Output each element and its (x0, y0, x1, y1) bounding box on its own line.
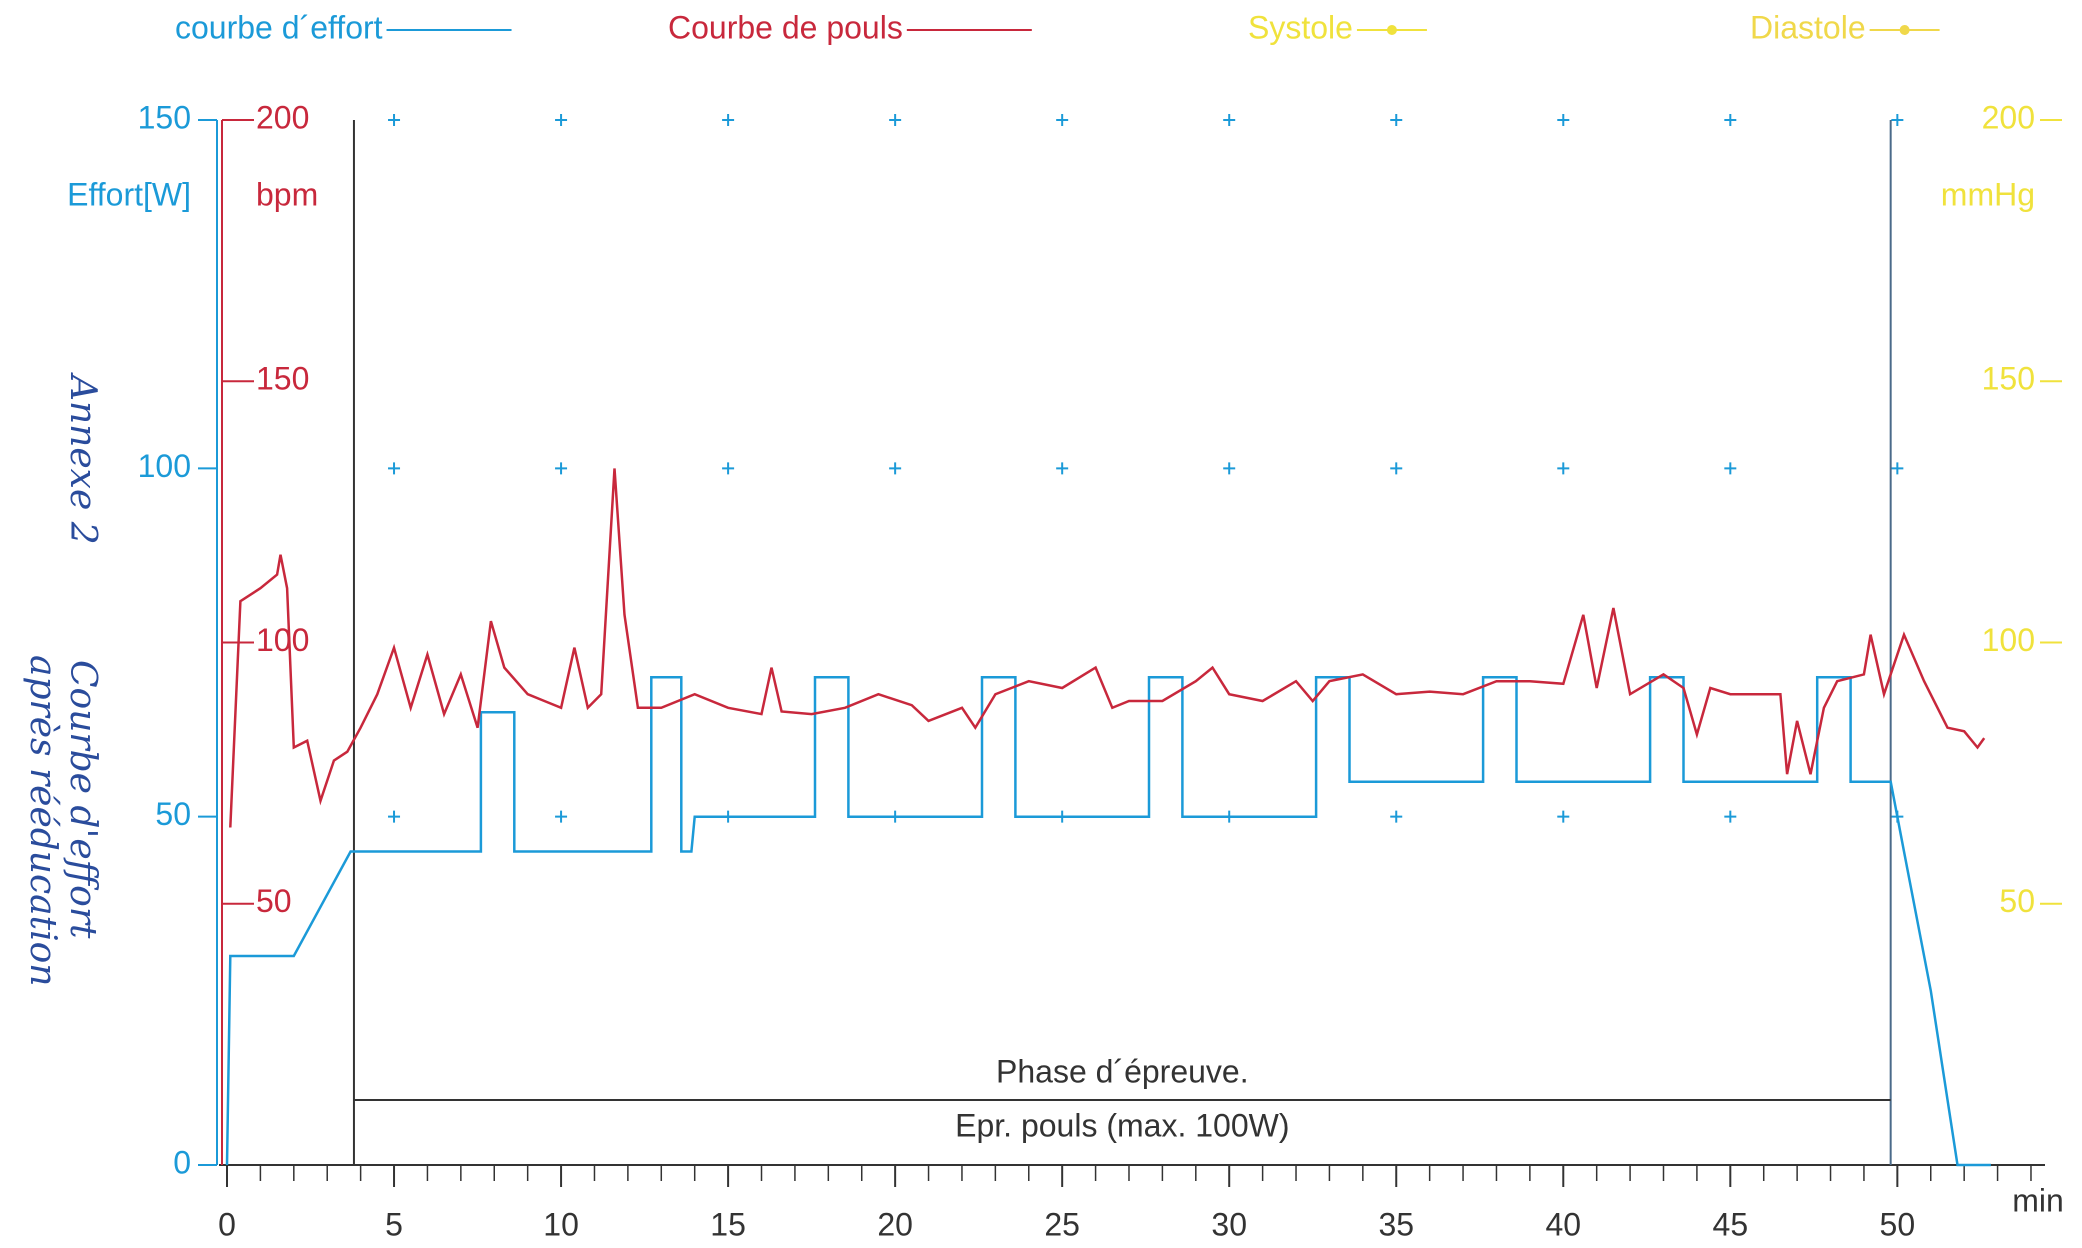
x-tick-label: 15 (710, 1206, 746, 1242)
y-tick-label: 50 (155, 796, 191, 832)
x-tick-label: 20 (877, 1206, 913, 1242)
grid-cross (889, 462, 902, 475)
y-axis-title: Effort[W] (67, 176, 191, 212)
grid-cross (388, 462, 401, 475)
x-tick-label: 5 (385, 1206, 403, 1242)
grid-cross (722, 114, 735, 126)
grid-cross (1891, 462, 1904, 475)
grid-cross (388, 810, 401, 823)
y2-tick-label: 50 (256, 883, 292, 919)
x-tick-label: 40 (1545, 1206, 1581, 1242)
grid-cross (1223, 114, 1236, 126)
y3-tick-label: 50 (1999, 883, 2035, 919)
phase-sublabel: Epr. pouls (max. 100W) (955, 1107, 1289, 1143)
legend-label: Systole (1248, 9, 1353, 45)
x-tick-label: 50 (1880, 1206, 1916, 1242)
grid-cross (555, 114, 568, 126)
x-axis-title: min (2012, 1182, 2064, 1218)
y3-tick-label: 200 (1982, 99, 2035, 135)
grid-cross (555, 810, 568, 823)
y3-tick-label: 150 (1982, 361, 2035, 397)
series-line (225, 676, 1991, 1167)
grid-cross (1390, 810, 1403, 823)
handwritten-note: après rééducation (22, 655, 63, 986)
handwritten-note: Courbe d'effort (62, 660, 103, 939)
handwritten-note: Annexe 2 (62, 372, 103, 545)
legend-label: courbe d´effort (175, 9, 383, 45)
grid-cross (722, 462, 735, 475)
x-tick-label: 35 (1378, 1206, 1414, 1242)
x-tick-label: 45 (1713, 1206, 1749, 1242)
x-tick-label: 10 (543, 1206, 579, 1242)
legend-marker (1899, 25, 1910, 35)
grid-cross (1390, 114, 1403, 126)
grid-cross (1056, 462, 1069, 475)
y3-axis-title: mmHg (1941, 176, 2035, 212)
grid-cross (388, 114, 401, 126)
grid-cross (1724, 810, 1737, 823)
grid-cross (1557, 810, 1570, 823)
y2-tick-label: 100 (256, 622, 309, 658)
y2-tick-label: 200 (256, 99, 309, 135)
grid-cross (555, 462, 568, 475)
y2-tick-label: 150 (256, 361, 309, 397)
series-line (229, 468, 1986, 828)
phase-label: Phase d´épreuve. (996, 1053, 1249, 1089)
grid-cross (1056, 114, 1069, 126)
legend-label: Courbe de pouls (668, 9, 903, 45)
x-tick-label: 25 (1044, 1206, 1080, 1242)
x-tick-label: 30 (1211, 1206, 1247, 1242)
y-tick-label: 100 (138, 448, 191, 484)
y2-axis-title: bpm (256, 176, 318, 212)
legend-label: Diastole (1750, 9, 1866, 45)
x-tick-label: 0 (218, 1206, 236, 1242)
grid-cross (1223, 462, 1236, 475)
grid-cross (1557, 462, 1570, 475)
y-tick-label: 0 (173, 1144, 191, 1180)
legend-marker (1386, 25, 1397, 35)
grid-cross (1724, 114, 1737, 126)
grid-cross (1557, 114, 1570, 126)
grid-cross (889, 114, 902, 126)
grid-cross (1891, 114, 1904, 126)
grid-cross (1390, 462, 1403, 475)
y-tick-label: 150 (138, 99, 191, 135)
grid-cross (1724, 462, 1737, 475)
y3-tick-label: 100 (1982, 622, 2035, 658)
